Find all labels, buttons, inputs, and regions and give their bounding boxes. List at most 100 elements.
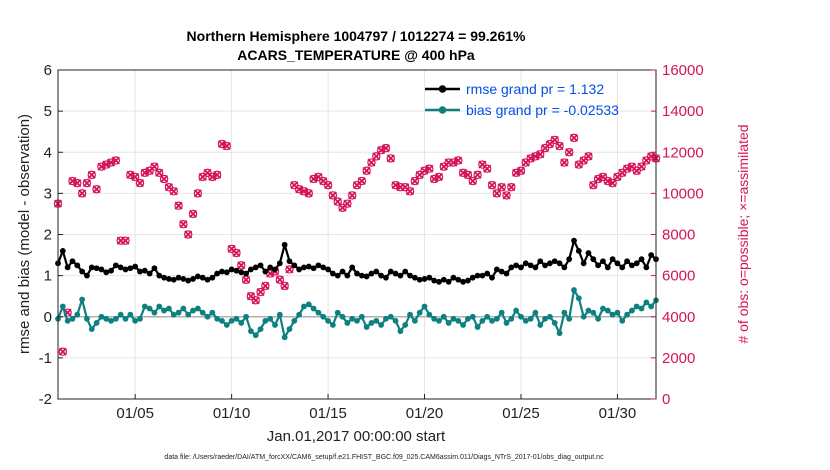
- series-point-rmse: [614, 260, 621, 267]
- series-point-rmse: [267, 264, 274, 271]
- series-point-bias: [296, 311, 303, 318]
- left-tick-label: 3: [44, 185, 52, 202]
- series-point-rmse: [643, 264, 650, 271]
- series-point-bias: [363, 324, 370, 330]
- series-point-rmse: [141, 267, 148, 274]
- series-point-rmse: [595, 262, 602, 269]
- series-point-bias: [228, 317, 235, 324]
- series-point-bias: [122, 315, 129, 322]
- series-point-rmse: [493, 266, 500, 273]
- series-point-bias: [291, 317, 298, 324]
- series-point-rmse: [243, 270, 249, 277]
- series-point-rmse: [411, 274, 418, 281]
- obs-count-point: [188, 209, 198, 219]
- obs-count-point: [294, 185, 304, 194]
- series-point-bias: [450, 315, 457, 322]
- series-point-bias: [354, 317, 360, 324]
- series-point-bias: [604, 307, 611, 314]
- series-point-rmse: [151, 265, 158, 272]
- series-point-bias: [267, 315, 274, 322]
- series-point-rmse: [498, 268, 505, 275]
- series-point-bias: [262, 317, 269, 324]
- series-point-bias: [127, 311, 134, 318]
- series-point-bias: [108, 317, 114, 324]
- series-point-bias: [407, 311, 413, 318]
- series-point-rmse: [325, 266, 331, 273]
- obs-count-point: [637, 162, 646, 171]
- series-point-rmse: [469, 274, 476, 281]
- series-point-bias: [170, 311, 177, 318]
- series-point-rmse: [349, 264, 356, 271]
- right-tick-label: 2000: [662, 350, 695, 367]
- series-point-bias: [84, 315, 90, 322]
- series-point-bias: [146, 305, 153, 312]
- series-point-rmse: [204, 276, 211, 283]
- series-point-bias: [190, 307, 196, 314]
- series-point-rmse: [132, 263, 139, 270]
- left-tick-label: 2: [44, 227, 52, 244]
- series-point-rmse: [69, 258, 76, 265]
- series-point-bias: [600, 305, 606, 312]
- right-axis-ticks: 0 2000 4000 6000 8000 10000 12000 14000 16000: [651, 62, 704, 408]
- series-point-rmse: [383, 274, 389, 281]
- obs-count-point: [328, 191, 338, 200]
- series-point-rmse: [88, 264, 95, 271]
- series-point-bias: [156, 303, 163, 310]
- obs-count-point: [251, 296, 260, 305]
- right-tick-label: 10000: [662, 185, 704, 202]
- obs-count-point: [584, 152, 593, 161]
- obs-count-point: [130, 172, 140, 182]
- series-point-rmse: [455, 276, 462, 283]
- series-point-rmse: [508, 264, 515, 271]
- series-point-rmse: [358, 272, 365, 279]
- chart-title-line1: Northern Hemisphere 1004797 / 1012274 = …: [187, 28, 526, 44]
- obs-count-point: [304, 189, 313, 198]
- left-tick-label: -2: [39, 391, 52, 408]
- left-axis-ticks: -2 -1 0 1 2 3 4 5 6: [39, 62, 63, 408]
- series-point-bias: [387, 313, 394, 320]
- series-point-bias: [595, 315, 602, 322]
- obs-count-point: [212, 170, 222, 180]
- series-point-bias: [421, 303, 428, 310]
- series-point-rmse: [209, 274, 216, 281]
- series-point-bias: [445, 320, 452, 326]
- series-point-bias: [132, 317, 139, 324]
- series-point-bias: [402, 322, 409, 328]
- y-axis-label-right: # of obs: o=possible; ×=assimilated: [735, 124, 751, 343]
- series-point-bias: [373, 317, 380, 324]
- series-point-rmse: [166, 276, 172, 282]
- series-point-rmse: [64, 264, 71, 271]
- series-point-rmse: [122, 266, 129, 273]
- x-tick-label: 01/25: [502, 405, 540, 422]
- series-point-bias: [498, 309, 505, 316]
- series-point-bias: [518, 313, 524, 320]
- obs-count-point: [280, 281, 289, 291]
- series-point-bias: [281, 334, 288, 341]
- series-point-rmse: [146, 270, 153, 277]
- series-point-bias: [416, 309, 423, 316]
- series-point-rmse: [392, 270, 399, 277]
- series-point-rmse: [103, 269, 110, 276]
- obs-count-point: [179, 220, 188, 229]
- series-point-bias: [575, 295, 582, 302]
- series-point-bias: [103, 315, 110, 322]
- series-point-bias: [59, 303, 66, 310]
- series-point-bias: [161, 307, 167, 314]
- obs-count-point: [159, 174, 169, 184]
- series-point-bias: [638, 305, 645, 312]
- obs-count-point: [507, 183, 516, 192]
- series-point-bias: [455, 317, 462, 324]
- series-point-bias: [248, 328, 254, 335]
- obs-count-point: [454, 156, 463, 165]
- series-point-bias: [180, 305, 187, 312]
- obs-count-point: [449, 158, 458, 167]
- series-point-rmse: [84, 272, 90, 279]
- series-point-rmse: [426, 274, 433, 281]
- series-point-rmse: [127, 265, 134, 272]
- series-point-rmse: [460, 278, 466, 285]
- series-point-rmse: [194, 273, 201, 280]
- series-point-rmse: [421, 276, 428, 282]
- obs-count-point: [261, 281, 270, 291]
- series-point-bias: [643, 299, 650, 306]
- series-point-rmse: [532, 264, 539, 271]
